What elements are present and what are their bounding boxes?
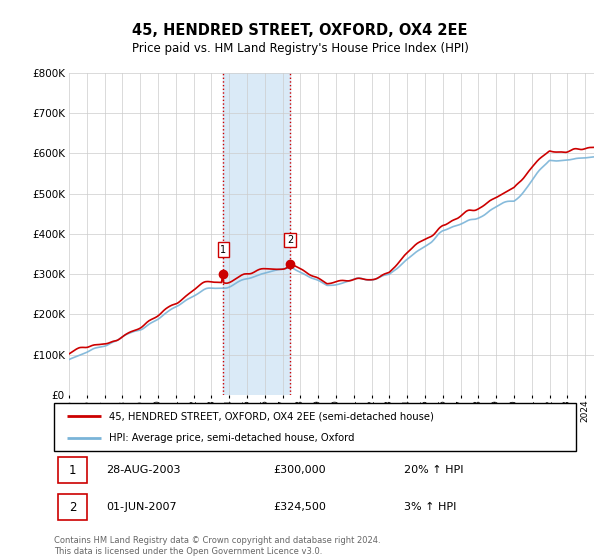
Text: Price paid vs. HM Land Registry's House Price Index (HPI): Price paid vs. HM Land Registry's House …: [131, 42, 469, 55]
Bar: [223, 73, 290, 395]
Text: 3% ↑ HPI: 3% ↑ HPI: [404, 502, 456, 512]
Text: 01-JUN-2007: 01-JUN-2007: [106, 502, 177, 512]
Text: £324,500: £324,500: [273, 502, 326, 512]
Text: 45, HENDRED STREET, OXFORD, OX4 2EE (semi-detached house): 45, HENDRED STREET, OXFORD, OX4 2EE (sem…: [109, 411, 434, 421]
Text: 28-AUG-2003: 28-AUG-2003: [106, 465, 181, 475]
Text: 20% ↑ HPI: 20% ↑ HPI: [404, 465, 463, 475]
Text: £300,000: £300,000: [273, 465, 326, 475]
Bar: [58, 458, 87, 483]
Text: 2: 2: [287, 235, 293, 245]
Text: HPI: Average price, semi-detached house, Oxford: HPI: Average price, semi-detached house,…: [109, 433, 355, 443]
Text: Contains HM Land Registry data © Crown copyright and database right 2024.
This d: Contains HM Land Registry data © Crown c…: [54, 536, 380, 556]
Text: 2: 2: [69, 501, 76, 514]
Text: 1: 1: [69, 464, 76, 477]
Text: 45, HENDRED STREET, OXFORD, OX4 2EE: 45, HENDRED STREET, OXFORD, OX4 2EE: [132, 24, 468, 38]
Bar: [58, 494, 87, 520]
Text: 1: 1: [220, 245, 226, 255]
